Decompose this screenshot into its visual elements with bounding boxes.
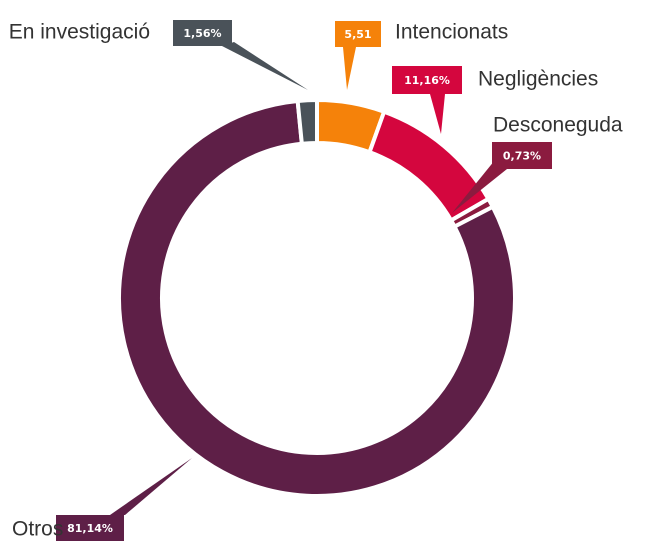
callout-pointer: [430, 94, 445, 134]
callout-box: [392, 66, 462, 94]
callout-pointer: [222, 42, 308, 90]
donut-segment: [117, 98, 517, 498]
category-label: En investigació: [9, 21, 150, 44]
value-label: 1,56%: [183, 27, 221, 40]
value-label: 0,73%: [503, 150, 541, 163]
value-label: 5,51: [344, 28, 371, 41]
category-label: Desconeguda: [493, 114, 623, 137]
callout-box: [56, 515, 124, 541]
callout-box: [335, 21, 381, 47]
callout-box: [492, 142, 552, 169]
callout-box: [173, 20, 232, 46]
callout-pointer: [452, 160, 507, 213]
callout-pointer: [110, 458, 192, 515]
callout-pointer: [343, 47, 356, 90]
donut-segment: [366, 109, 492, 224]
value-label: 11,16%: [404, 74, 450, 87]
value-label: 81,14%: [67, 522, 113, 535]
donut-segment: [295, 97, 319, 146]
category-label: Otros: [12, 518, 63, 541]
category-label: Negligències: [478, 68, 598, 91]
category-label: Intencionats: [395, 21, 508, 44]
